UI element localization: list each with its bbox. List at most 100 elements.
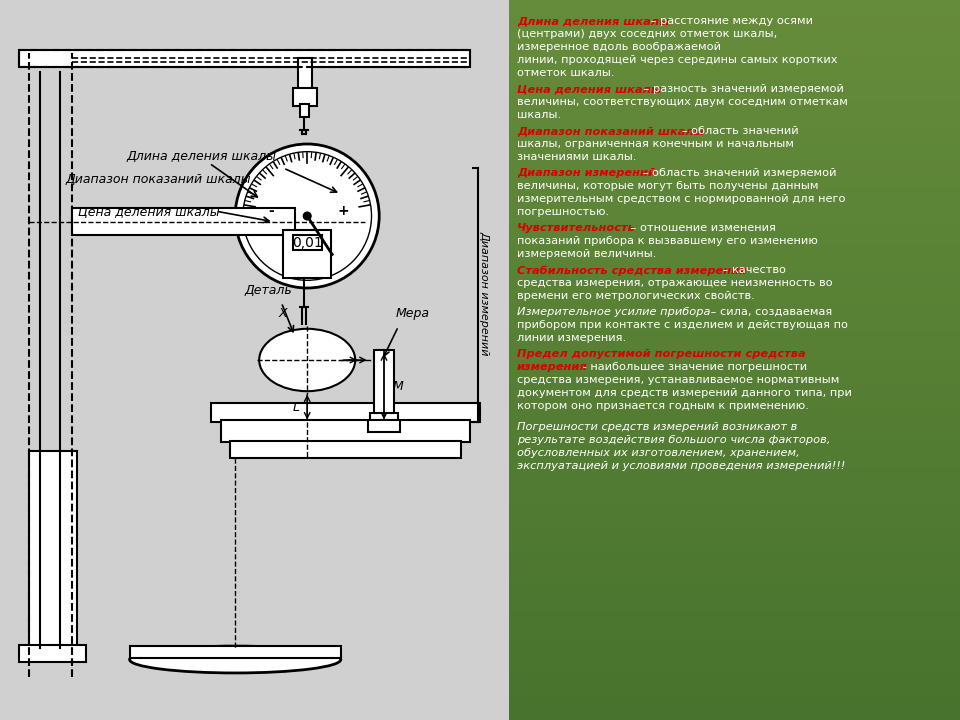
Bar [509, 144, 960, 151]
Bar [509, 14, 960, 22]
Bar [293, 89, 317, 106]
Text: результате воздействия большого числа факторов,: результате воздействия большого числа фа… [516, 435, 830, 445]
Bar [509, 691, 960, 698]
Bar [509, 418, 960, 425]
Bar [509, 252, 960, 259]
Bar [509, 468, 960, 475]
Bar [509, 238, 960, 245]
Bar [509, 302, 960, 310]
Text: шкалы.: шкалы. [516, 110, 561, 120]
Bar [509, 403, 960, 410]
Text: (центрами) двух соседних отметок шкалы,: (центрами) двух соседних отметок шкалы, [516, 29, 777, 39]
Text: погрешностью.: погрешностью. [516, 207, 609, 217]
Bar [509, 245, 960, 252]
Text: показаний прибора к вызвавшему его изменению: показаний прибора к вызвавшему его измен… [516, 236, 818, 246]
Bar [509, 230, 960, 238]
Bar [130, 646, 341, 657]
Circle shape [235, 144, 379, 288]
Bar [509, 72, 960, 79]
Bar [509, 619, 960, 626]
Bar [509, 518, 960, 526]
Bar [509, 497, 960, 504]
Text: котором оно признается годным к применению.: котором оно признается годным к применен… [516, 401, 808, 411]
Bar [509, 662, 960, 670]
Text: – область значений: – область значений [679, 126, 799, 136]
Bar [509, 137, 960, 144]
Bar [509, 101, 960, 108]
Text: Диапазон показаний шкалы: Диапазон показаний шкалы [65, 173, 252, 186]
Text: средства измерения, устанавливаемое нормативным: средства измерения, устанавливаемое норм… [516, 375, 839, 385]
Text: Мера: Мера [396, 307, 430, 320]
Text: величины, соответствующих двум соседним отметкам: величины, соответствующих двум соседним … [516, 97, 848, 107]
Ellipse shape [130, 646, 341, 673]
Bar [509, 655, 960, 662]
Bar [509, 576, 960, 583]
Bar [509, 151, 960, 158]
Bar [509, 158, 960, 166]
Bar [230, 441, 461, 458]
Bar [509, 130, 960, 137]
Bar [509, 173, 960, 180]
Bar [509, 22, 960, 29]
Bar [509, 353, 960, 360]
Text: Предел допустимой погрешности средства: Предел допустимой погрешности средства [516, 349, 805, 359]
Text: времени его метрологических свойств.: времени его метрологических свойств. [516, 291, 755, 301]
Bar [509, 713, 960, 720]
Text: значениями шкалы.: значениями шкалы. [516, 152, 636, 162]
Bar [374, 351, 394, 418]
Text: Погрешности средств измерений возникают в: Погрешности средств измерений возникают … [516, 422, 797, 432]
Bar [509, 346, 960, 353]
Bar [509, 389, 960, 396]
Bar [509, 641, 960, 648]
Text: – отношение изменения: – отношение изменения [627, 223, 776, 233]
Bar [509, 562, 960, 569]
Bar [509, 482, 960, 490]
Bar [509, 36, 960, 43]
Bar [368, 420, 400, 432]
Text: – область значений измеряемой: – область значений измеряемой [639, 168, 837, 178]
Bar [509, 569, 960, 576]
Bar [509, 367, 960, 374]
Text: измеренное вдоль воображаемой: измеренное вдоль воображаемой [516, 42, 721, 52]
Text: – расстояние между осями: – расстояние между осями [647, 16, 813, 26]
Bar [509, 634, 960, 641]
Bar [509, 583, 960, 590]
Text: Стабильность средства измерения: Стабильность средства измерения [516, 265, 746, 276]
Bar [509, 382, 960, 389]
Bar [509, 310, 960, 317]
Bar [509, 396, 960, 403]
Bar [509, 677, 960, 684]
Bar [509, 166, 960, 173]
Text: документом для средств измерений данного типа, при: документом для средств измерений данного… [516, 388, 852, 398]
Circle shape [303, 212, 311, 220]
Bar [298, 58, 312, 91]
Text: шкалы, ограниченная конечным и начальным: шкалы, ограниченная конечным и начальным [516, 139, 794, 149]
Text: Диапазон измерений: Диапазон измерений [516, 168, 656, 178]
Text: измерительным средством с нормированной для него: измерительным средством с нормированной … [516, 194, 846, 204]
Bar [509, 0, 960, 7]
Bar [509, 454, 960, 461]
Text: L: L [292, 400, 300, 413]
Text: – сила, создаваемая: – сила, создаваемая [708, 307, 832, 317]
Bar [509, 338, 960, 346]
Text: эксплуатацией и условиями проведения измерений!!!: эксплуатацией и условиями проведения изм… [516, 461, 845, 471]
Text: X: X [279, 307, 287, 320]
Bar [509, 122, 960, 130]
Bar [509, 7, 960, 14]
Bar [509, 274, 960, 281]
Bar [509, 331, 960, 338]
Text: средства измерения, отражающее неизменность во: средства измерения, отражающее неизменно… [516, 278, 832, 288]
Bar [509, 115, 960, 122]
Bar [72, 208, 295, 235]
Bar [509, 439, 960, 446]
Text: -: - [268, 204, 274, 218]
Bar [509, 490, 960, 497]
Text: отметок шкалы.: отметок шкалы. [516, 68, 614, 78]
Ellipse shape [259, 329, 355, 391]
Bar [509, 216, 960, 223]
Bar [370, 413, 398, 423]
Text: измерения: измерения [516, 362, 588, 372]
Text: Измерительное усилие прибора: Измерительное усилие прибора [516, 307, 710, 317]
Text: Цена деления шкалы: Цена деления шкалы [516, 84, 660, 94]
Text: – качество: – качество [719, 265, 786, 275]
